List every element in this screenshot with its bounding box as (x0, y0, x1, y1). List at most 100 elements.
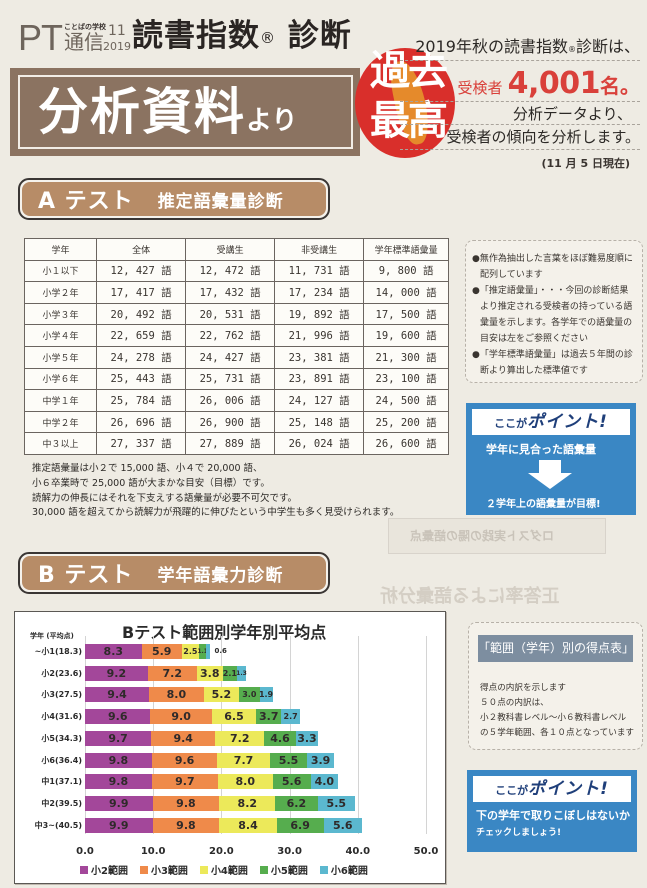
newsletter-logo-tsushin: 通信 (64, 30, 104, 54)
legend-label: 小5範囲 (270, 866, 308, 877)
point-heading-small: ここが (494, 417, 528, 430)
table-cell-grade: 中学１年 (23, 389, 98, 412)
chart-bar-row: 9.9 9.8 8.2 6.2 5.5 (85, 795, 356, 811)
chart-category-label: 小6(36.4) (41, 755, 82, 765)
table-cell-value: 21, 300 語 (363, 345, 449, 369)
chart-bar-segment: 9.4 (85, 687, 150, 703)
arrow-down-icon-head (528, 473, 572, 489)
chart-bar-segment: 5.6 (272, 774, 311, 790)
score-table-heading: 「範囲（学年）別の得点表」 (478, 635, 634, 662)
chart-bar-segment: 3.8 (196, 665, 223, 681)
chart-bar-segment: 9.0 (150, 709, 212, 725)
table-row: 小学３年 20, 492 語 20, 531 語 19, 892 語 17, 500 語 (23, 302, 449, 326)
title-text: 読書指数 (132, 18, 260, 54)
table-cell-value: 25, 784 語 (96, 389, 187, 412)
side-note-item: ●無作為抽出した言葉をほぼ難易度順に配列しています (472, 254, 633, 280)
bleed-through-title: 正答率による語彙分析 (380, 586, 560, 607)
chart-bar-segment: 2.7 (281, 709, 300, 725)
chart-bar-segment: 1.3 (236, 665, 247, 681)
examinee-count: 受検者 4,001名。 (400, 62, 640, 102)
chart-category-label: 中2(39.5) (41, 798, 82, 808)
table-cell-value: 27, 337 語 (96, 432, 187, 455)
legend-item: 小5範囲 (259, 862, 308, 877)
table-row: 中学１年 25, 784 語 26, 006 語 24, 127 語 24, 500 語 (23, 389, 449, 412)
section-b-title: 学年語彙力診断 (157, 565, 284, 586)
legend-label: 小6範囲 (330, 866, 368, 877)
legend-swatch-icon (80, 865, 88, 874)
banner-small-text: より (246, 106, 298, 136)
table-cell-grade: 中学２年 (23, 410, 98, 434)
table-cell-value: 23, 100 語 (363, 367, 449, 391)
table-cell-value: 17, 500 語 (363, 302, 449, 326)
table-cell-value: 9, 800 語 (363, 259, 449, 283)
legend-item: 小2範囲 (80, 862, 128, 877)
table-cell-value: 26, 024 語 (274, 432, 365, 455)
chart-bar-segment: 3.9 (307, 752, 334, 768)
table-header-standard: 学年標準語彙量 (363, 238, 449, 261)
point-line-2: ２学年上の語彙量が目標! (486, 499, 601, 510)
legend-swatch-icon (259, 865, 268, 874)
chart-x-tick: 0.0 (76, 846, 94, 857)
newsletter-logo-school: ことばの学校 (64, 23, 106, 31)
chart-bar-segment: 6.2 (275, 795, 318, 811)
chart-bar-segment: 7.2 (147, 665, 197, 681)
chart-bar-segment: 9.8 (85, 752, 152, 768)
table-cell-value: 20, 492 語 (96, 302, 187, 326)
chart-bar-segment: 9.4 (151, 730, 216, 746)
examinee-suffix: 名。 (600, 74, 640, 98)
table-cell-value: 26, 696 語 (96, 410, 187, 434)
table-cell-value: 26, 600 語 (363, 432, 449, 455)
chart-x-tick: 20.0 (209, 846, 234, 857)
chart-bar-segment: 9.9 (85, 795, 153, 811)
section-a-side-notes: ●無作為抽出した言葉をほぼ難易度順に配列しています ●「推定語彙量」・・・今回の… (465, 240, 643, 383)
title-suffix: 診断 (276, 18, 352, 54)
note-line: 30,000 語を超えてから読解力が飛躍的に伸びたという中学生も多く見受けられま… (32, 507, 400, 519)
chart-x-tick: 50.0 (413, 846, 439, 857)
chart-category-label: 小4(31.6) (41, 712, 82, 722)
chart-bar-row: 9.2 7.2 3.8 2.1 1.3 (85, 665, 247, 681)
chart-bar-segment: 9.6 (85, 709, 151, 725)
banner-main-text: 分析資料 (38, 83, 246, 141)
table-cell-value: 25, 443 語 (96, 367, 187, 391)
chart-gridline (357, 636, 359, 834)
examinee-number: 4,001 (507, 66, 601, 101)
chart-bar-segment: 8.0 (149, 687, 204, 703)
chart-bar-segment: 9.7 (85, 730, 152, 746)
chart-bar-segment: 5.2 (203, 687, 240, 703)
point-heading-big: ポイント! (527, 412, 608, 432)
side-note-item: ●「推定語彙量」・・・今回の診断結果より推定される受検者の持っている語彙量を示し… (472, 286, 633, 344)
chart-x-tick: 10.0 (140, 846, 166, 857)
point-line-1: 下の学年で取りこぼしはないか (476, 809, 630, 822)
point-heading-small: ここが (495, 784, 529, 797)
table-header-non-students: 非受講生 (274, 238, 365, 261)
banner-heading: 分析資料より (18, 75, 353, 149)
section-a-notes: 推定語彙量は小２で 15,000 語、小４で 20,000 語、 小６卒業時で … (32, 462, 452, 521)
record-high-badge-text: 過去 最高 (358, 46, 458, 146)
table-cell-grade: 小学５年 (23, 345, 98, 369)
summary-line-3: 分析データより、 (400, 103, 640, 125)
chart-bar-segment: 8.4 (219, 817, 277, 833)
table-row: 小１以下 12, 427 語 12, 472 語 11, 731 語 9, 800 語 (23, 259, 449, 283)
vocabulary-table: 学年 全体 受講生 非受講生 学年標準語彙量 小１以下 12, 427 語 12, … (23, 238, 449, 455)
chart-bar-row: 9.6 9.0 6.5 3.7 2.7 (85, 709, 300, 725)
legend-swatch-icon (139, 865, 148, 874)
section-a-point-box: ここがポイント! 学年に見合った語彙量 ２学年上の語彙量が目標! (466, 403, 636, 515)
chart-bar-segment: 4.0 (310, 774, 338, 790)
chart-bar-segment: 3.0 (239, 687, 260, 703)
table-cell-value: 23, 891 語 (274, 367, 365, 391)
table-cell-grade: 小学６年 (23, 367, 98, 391)
table-header-row: 学年 全体 受講生 非受講生 学年標準語彙量 (23, 238, 449, 261)
table-cell-grade: 小学３年 (23, 302, 98, 326)
side-note-item: ●「学年標準語彙量」は過去５年間の診断より算出した標準値です (472, 350, 633, 376)
badge-line-2: 最高 (370, 98, 448, 144)
chart-bar-segment: 1.9 (259, 687, 273, 703)
section-b-header: B テスト 学年語彙力診断 (18, 552, 330, 594)
table-row: 中学２年 26, 696 語 26, 900 語 25, 148 語 25, 200 語 (23, 410, 449, 434)
summary-line-4: 受検者の傾向を分析します。 (400, 126, 640, 150)
chart-bar-segment: 9.8 (152, 817, 220, 833)
newsletter-issue-number: 11 (108, 23, 126, 39)
table-row: 小学５年 24, 278 語 24, 427 語 23, 381 語 21, 300 語 (23, 345, 449, 369)
table-cell-value: 25, 200 語 (363, 410, 449, 434)
chart-bar-row: 9.9 9.8 8.4 6.9 5.6 (85, 817, 362, 833)
chart-y-axis-label: 学年 (平均点) (30, 632, 74, 640)
